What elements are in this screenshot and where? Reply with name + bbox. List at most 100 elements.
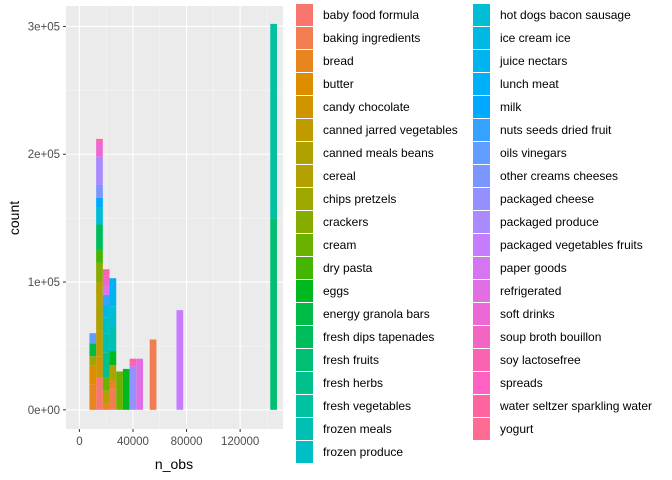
legend-label: eggs xyxy=(323,284,349,298)
legend-key xyxy=(473,27,490,49)
bar-segment xyxy=(102,390,110,404)
legend-label: fresh fruits xyxy=(323,353,379,367)
bar-segment xyxy=(109,351,117,366)
legend-key xyxy=(473,234,490,256)
bar-segment xyxy=(102,294,110,306)
bar-segment xyxy=(96,356,103,378)
legend-key xyxy=(296,326,313,348)
bar-segment xyxy=(102,352,110,378)
legend-key xyxy=(473,349,490,371)
bar-segment xyxy=(116,371,123,410)
legend-label: packaged vegetables fruits xyxy=(500,238,643,252)
legend-key xyxy=(473,165,490,187)
bar-segment xyxy=(102,317,110,334)
bar-segment xyxy=(96,282,103,306)
bar-segment xyxy=(96,156,103,185)
bar-segment xyxy=(96,250,103,263)
legend-label: oils vinegars xyxy=(500,146,567,160)
bar-segment xyxy=(89,384,97,410)
bar-segment xyxy=(129,366,137,410)
legend-label: fresh vegetables xyxy=(323,399,411,413)
bar-segment xyxy=(109,325,117,352)
bar-segment xyxy=(122,368,130,410)
bar-segment xyxy=(96,224,103,251)
legend-label: canned jarred vegetables xyxy=(323,123,458,137)
bar-segment xyxy=(102,305,110,318)
x-tick-label: 120000 xyxy=(221,436,259,448)
legend-label: soup broth bouillon xyxy=(500,330,601,344)
legend-key xyxy=(296,119,313,141)
legend-label: soft drinks xyxy=(500,307,555,321)
x-tick-label: 0 xyxy=(76,436,82,448)
legend-key xyxy=(473,372,490,394)
bar-segment xyxy=(96,330,103,357)
legend-key xyxy=(296,27,313,49)
minor-gridlines xyxy=(66,6,283,429)
legend-key xyxy=(473,119,490,141)
legend-label: frozen produce xyxy=(323,445,403,459)
legend-key xyxy=(296,211,313,233)
legend-label: dry pasta xyxy=(323,261,373,275)
bar-segment xyxy=(109,365,117,381)
legend-label: juice nectars xyxy=(499,54,567,68)
legend-label: milk xyxy=(500,100,522,114)
legend-label: crackers xyxy=(323,215,368,229)
bar-segment xyxy=(89,333,97,344)
legend-key xyxy=(473,96,490,118)
bar-segment xyxy=(129,362,137,367)
bar-segment xyxy=(109,388,117,410)
bar-segment xyxy=(102,333,110,353)
legend-label: bread xyxy=(323,54,354,68)
bar-segment xyxy=(89,343,97,357)
legend-key xyxy=(473,4,490,26)
legend-key xyxy=(296,165,313,187)
bar-segment xyxy=(96,262,103,283)
legend: baby food formula baking ingredients bread… xyxy=(296,4,652,463)
bar-segment xyxy=(102,275,110,286)
legend-label: canned meals beans xyxy=(323,146,434,160)
legend-key xyxy=(473,257,490,279)
bar-segment xyxy=(109,306,117,326)
legend-key xyxy=(473,418,490,440)
x-axis-title: n_obs xyxy=(155,456,193,472)
legend-label: candy chocolate xyxy=(323,100,410,114)
legend-key xyxy=(473,395,490,417)
legend-key xyxy=(473,280,490,302)
bar-segment xyxy=(89,356,97,366)
legend-key xyxy=(296,142,313,164)
legend-label: chips pretzels xyxy=(323,192,396,206)
legend-key xyxy=(296,418,313,440)
bar-segment xyxy=(96,207,103,225)
legend-label: ice cream ice xyxy=(500,31,571,45)
bar-segment xyxy=(96,138,103,142)
bar-segment xyxy=(96,141,103,157)
y-tick-label: 0e+00 xyxy=(28,405,60,417)
legend-key xyxy=(296,257,313,279)
legend-key xyxy=(296,73,313,95)
y-axis-title: count xyxy=(6,201,22,235)
legend-label: paper goods xyxy=(500,261,567,275)
legend-key xyxy=(296,441,313,463)
legend-key xyxy=(296,372,313,394)
bar-segment xyxy=(102,269,110,276)
legend-label: refrigerated xyxy=(500,284,561,298)
bar-segment xyxy=(102,377,110,391)
legend-label: other creams cheeses xyxy=(500,169,618,183)
legend-label: hot dogs bacon sausage xyxy=(500,8,631,22)
legend-label: cream xyxy=(323,238,356,252)
legend-key xyxy=(296,395,313,417)
bar-segment xyxy=(129,358,137,363)
legend-label: packaged cheese xyxy=(500,192,594,206)
legend-key xyxy=(296,280,313,302)
x-tick-label: 80000 xyxy=(171,436,203,448)
legend-label: frozen meals xyxy=(323,422,392,436)
legend-label: spreads xyxy=(500,376,543,390)
legend-key xyxy=(473,303,490,325)
bar-segment xyxy=(102,403,110,410)
bar-segment xyxy=(102,285,110,295)
bar-segment xyxy=(96,305,103,331)
legend-label: baking ingredients xyxy=(323,31,420,45)
major-gridlines xyxy=(66,6,283,429)
legend-label: nuts seeds dried fruit xyxy=(500,123,612,137)
